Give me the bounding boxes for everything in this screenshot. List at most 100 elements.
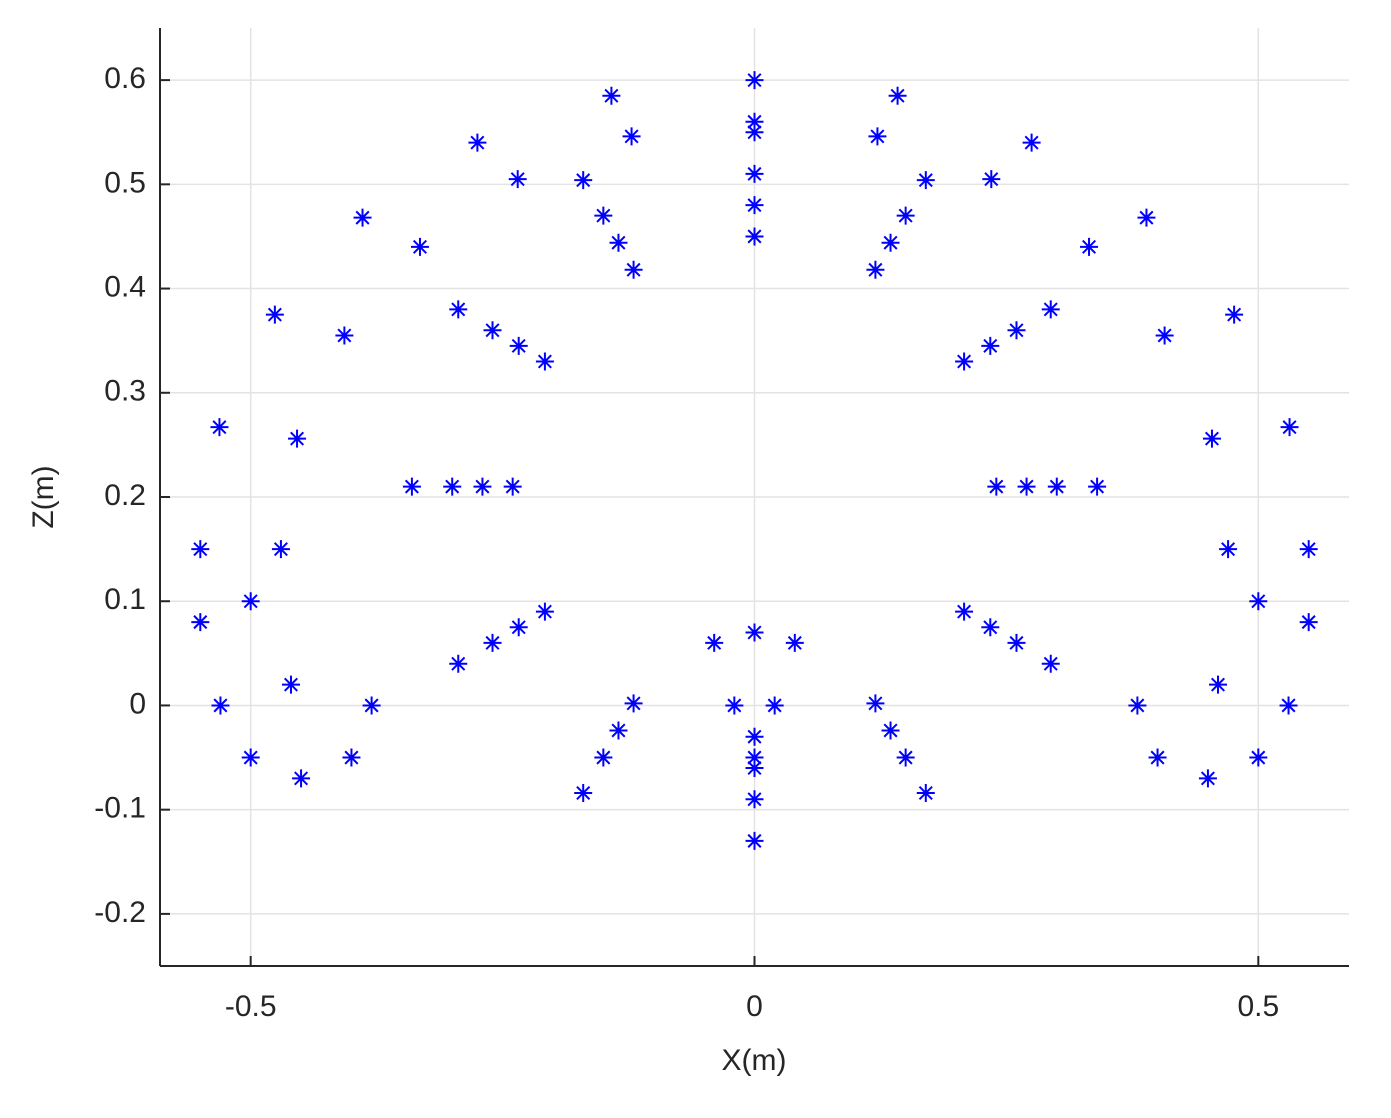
point [594, 206, 613, 225]
point [191, 540, 210, 559]
point [1225, 305, 1244, 324]
point [866, 260, 885, 279]
point [982, 170, 1001, 189]
point [1155, 326, 1174, 345]
point [745, 758, 764, 777]
point [765, 696, 784, 715]
point [896, 206, 915, 225]
point [987, 477, 1006, 496]
y-tick-label: 0.1 [104, 583, 146, 616]
y-tick-label: 0 [129, 687, 146, 720]
point [342, 748, 361, 767]
point [981, 336, 1000, 355]
y-tick-label: 0.2 [104, 479, 146, 512]
point [624, 694, 643, 713]
point [473, 477, 492, 496]
point [265, 305, 284, 324]
point [1249, 592, 1268, 611]
point [443, 477, 462, 496]
point [609, 721, 628, 740]
point [1249, 748, 1268, 767]
point [745, 727, 764, 746]
point [508, 170, 527, 189]
point [1041, 300, 1060, 319]
point [509, 336, 528, 355]
point [881, 721, 900, 740]
x-tick-label: 0.5 [1237, 990, 1279, 1023]
x-tick-label: -0.5 [225, 990, 277, 1023]
point [353, 208, 372, 227]
point [785, 633, 804, 652]
y-tick-label: 0.5 [104, 166, 146, 199]
y-tick-label: 0.6 [104, 62, 146, 95]
point [1137, 208, 1156, 227]
point [866, 694, 885, 713]
point [745, 227, 764, 246]
point [241, 592, 260, 611]
point [725, 696, 744, 715]
point [896, 748, 915, 767]
point [745, 748, 764, 767]
point [622, 127, 641, 146]
point [1041, 654, 1060, 673]
point [241, 748, 260, 767]
y-tick-label: -0.2 [94, 896, 146, 929]
point [1299, 613, 1318, 632]
point [509, 618, 528, 637]
point [1080, 237, 1099, 256]
point [868, 127, 887, 146]
point [1148, 748, 1167, 767]
point [705, 633, 724, 652]
point [1047, 477, 1066, 496]
point [468, 133, 487, 152]
point [281, 675, 300, 694]
point [1279, 696, 1298, 715]
point [449, 654, 468, 673]
point [535, 602, 554, 621]
point [916, 783, 935, 802]
point [410, 237, 429, 256]
point [503, 477, 522, 496]
y-tick-label: 0.4 [104, 270, 146, 303]
point [1007, 633, 1026, 652]
x-axis-label: X(m) [722, 1044, 787, 1077]
point [449, 300, 468, 319]
point [1198, 769, 1217, 788]
point [745, 790, 764, 809]
point [609, 233, 628, 252]
point [483, 633, 502, 652]
point [1128, 696, 1147, 715]
y-tick-label: 0.3 [104, 375, 146, 408]
point [211, 696, 230, 715]
point [745, 196, 764, 215]
point [1017, 477, 1036, 496]
point [1219, 540, 1238, 559]
point [745, 623, 764, 642]
point [210, 418, 229, 437]
point [745, 164, 764, 183]
point [745, 831, 764, 850]
point [1088, 477, 1107, 496]
point [594, 748, 613, 767]
point [1007, 321, 1026, 340]
point [1022, 133, 1041, 152]
point [745, 123, 764, 142]
point [602, 86, 621, 105]
point [745, 112, 764, 131]
point [955, 602, 974, 621]
point [535, 352, 554, 371]
point [955, 352, 974, 371]
point [574, 783, 593, 802]
point [1299, 540, 1318, 559]
y-tick-label: -0.1 [94, 792, 146, 825]
point [362, 696, 381, 715]
point [888, 86, 907, 105]
point [271, 540, 290, 559]
point [1202, 429, 1221, 448]
point [1280, 418, 1299, 437]
point [483, 321, 502, 340]
point [335, 326, 354, 345]
point [981, 618, 1000, 637]
point [288, 429, 307, 448]
